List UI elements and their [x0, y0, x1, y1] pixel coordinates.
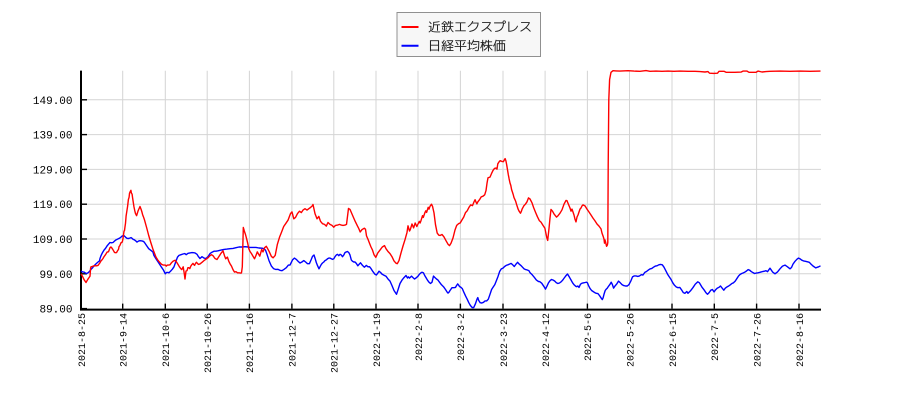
svg-text:2021-8-25: 2021-8-25 [78, 313, 89, 367]
svg-text:2021-10-6: 2021-10-6 [162, 313, 173, 367]
svg-text:2021-11-16: 2021-11-16 [246, 313, 257, 373]
svg-text:89.00: 89.00 [39, 305, 72, 317]
svg-text:2021-12-27: 2021-12-27 [331, 313, 342, 373]
svg-text:2021-9-14: 2021-9-14 [120, 313, 131, 367]
svg-text:2022-3-2: 2022-3-2 [457, 313, 468, 361]
svg-text:2022-6-15: 2022-6-15 [669, 313, 680, 367]
svg-text:2021-12-7: 2021-12-7 [289, 313, 300, 367]
svg-text:129.00: 129.00 [33, 165, 73, 177]
svg-text:2022-7-26: 2022-7-26 [753, 313, 764, 367]
svg-text:139.00: 139.00 [33, 131, 73, 143]
svg-text:119.00: 119.00 [33, 200, 73, 212]
svg-text:2022-2-8: 2022-2-8 [415, 313, 426, 361]
svg-text:99.00: 99.00 [39, 270, 72, 282]
svg-text:2022-8-16: 2022-8-16 [796, 313, 807, 367]
svg-text:2022-4-12: 2022-4-12 [542, 313, 553, 367]
svg-text:2022-3-23: 2022-3-23 [500, 313, 511, 367]
svg-text:2022-5-6: 2022-5-6 [584, 313, 595, 361]
svg-text:2022-7-5: 2022-7-5 [711, 313, 722, 361]
svg-text:2022-5-26: 2022-5-26 [626, 313, 637, 367]
svg-text:149.00: 149.00 [33, 96, 73, 108]
svg-text:109.00: 109.00 [33, 235, 73, 247]
svg-text:2021-10-26: 2021-10-26 [204, 313, 215, 373]
svg-text:2022-1-19: 2022-1-19 [373, 313, 384, 367]
